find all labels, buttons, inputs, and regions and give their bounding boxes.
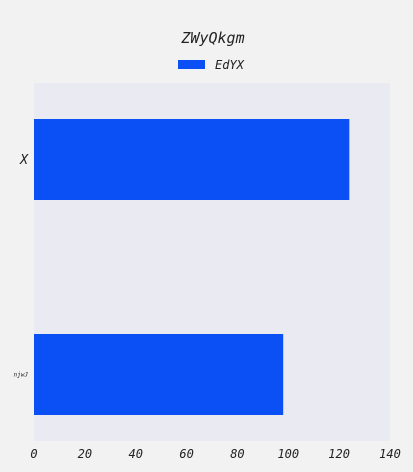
- chart-title: ZWyQkgm: [180, 29, 244, 47]
- x-tick-label-0: 0: [30, 447, 37, 461]
- legend: EdYX: [178, 58, 245, 72]
- bar-x: [34, 119, 350, 200]
- x-tick-label-40: 40: [128, 447, 142, 461]
- x-tick-label-60: 60: [179, 447, 193, 461]
- category-label-njwj: njwJ: [14, 372, 29, 379]
- x-tick-labels: 0 20 40 60 80 100 120 140: [30, 447, 400, 461]
- bar-njwj: [34, 334, 284, 415]
- x-tick-label-80: 80: [230, 447, 244, 461]
- x-tick-label-140: 140: [379, 447, 401, 461]
- category-label-x: X: [19, 153, 29, 168]
- x-tick-label-20: 20: [78, 447, 92, 461]
- bars: [34, 119, 350, 415]
- x-tick-label-120: 120: [328, 447, 350, 461]
- x-tick-label-100: 100: [277, 447, 299, 461]
- legend-label-edyx: EdYX: [215, 58, 245, 72]
- legend-swatch-edyx: [178, 60, 205, 69]
